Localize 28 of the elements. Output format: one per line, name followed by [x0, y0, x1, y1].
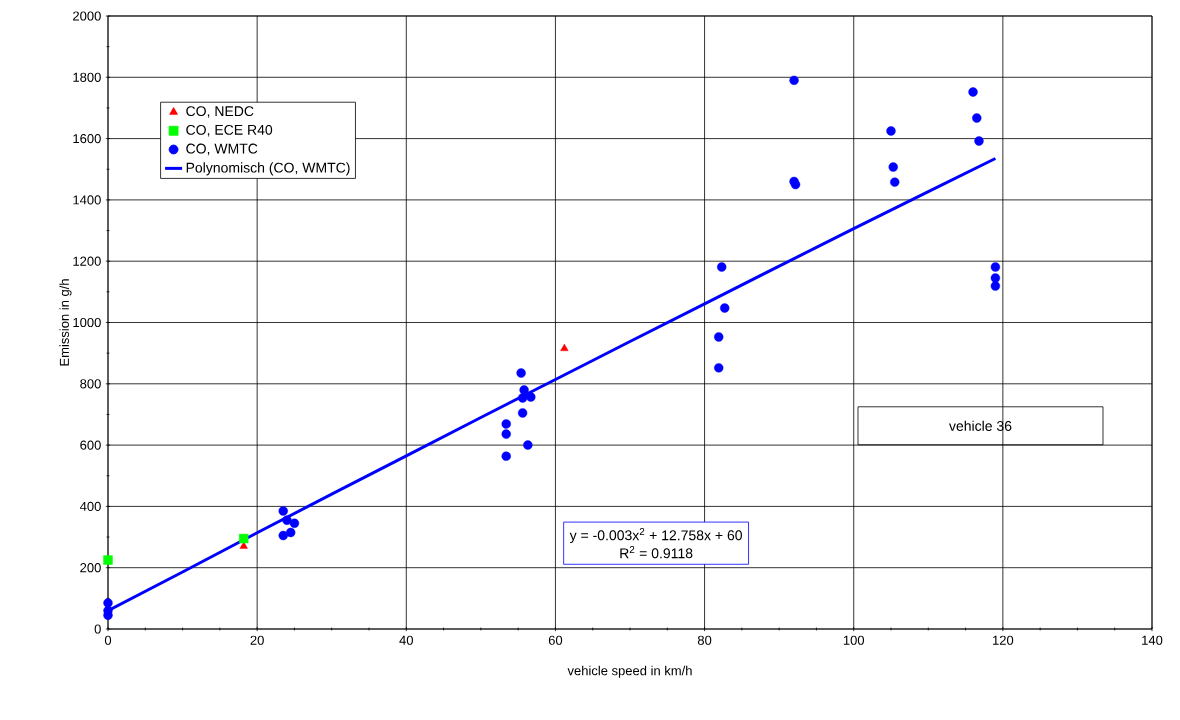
- y-tick-label: 800: [80, 379, 101, 389]
- annotation: y = -0.003x$^{2}$ + 12.758x + 60: [569, 528, 742, 544]
- x-tick-label: 140: [1142, 635, 1163, 645]
- x-tick-label: 20: [250, 635, 264, 645]
- y-tick-label: 1600: [73, 133, 101, 144]
- y-tick-label: 400: [79, 501, 101, 511]
- y-tick-label: 200: [80, 563, 101, 573]
- y-tick-label: 1400: [73, 195, 101, 205]
- x-tick-label: 100: [843, 635, 865, 645]
- legend-label: Polynomisch (CO, WMTC): [186, 162, 350, 176]
- y-tick-label: 600: [80, 440, 101, 450]
- legend-label: CO, WMTC: [186, 143, 258, 156]
- legend-label: CO, NEDC: [186, 106, 254, 118]
- y-tick-label: 1000: [73, 317, 101, 328]
- y-tick-label: 1800: [73, 72, 101, 82]
- x-tick-label: 120: [993, 635, 1014, 645]
- x-tick-label: 40: [399, 635, 413, 645]
- y-tick-label: 1200: [73, 256, 101, 266]
- x-tick-label: 0: [104, 635, 112, 645]
- y-tick-label: 2000: [73, 11, 101, 21]
- annotation: vehicle 36: [949, 420, 1012, 431]
- x-tick-label: 60: [548, 635, 563, 645]
- x-tick-label: 80: [697, 635, 712, 645]
- annotation: R$^{2}$ = 0.9118: [620, 546, 693, 559]
- y-tick-label: 0: [94, 624, 101, 634]
- y-axis-title: Emission in g/h: [59, 279, 72, 366]
- legend-label: CO, ECE R40: [186, 124, 273, 137]
- x-axis-title: vehicle speed in km/h: [567, 665, 692, 678]
